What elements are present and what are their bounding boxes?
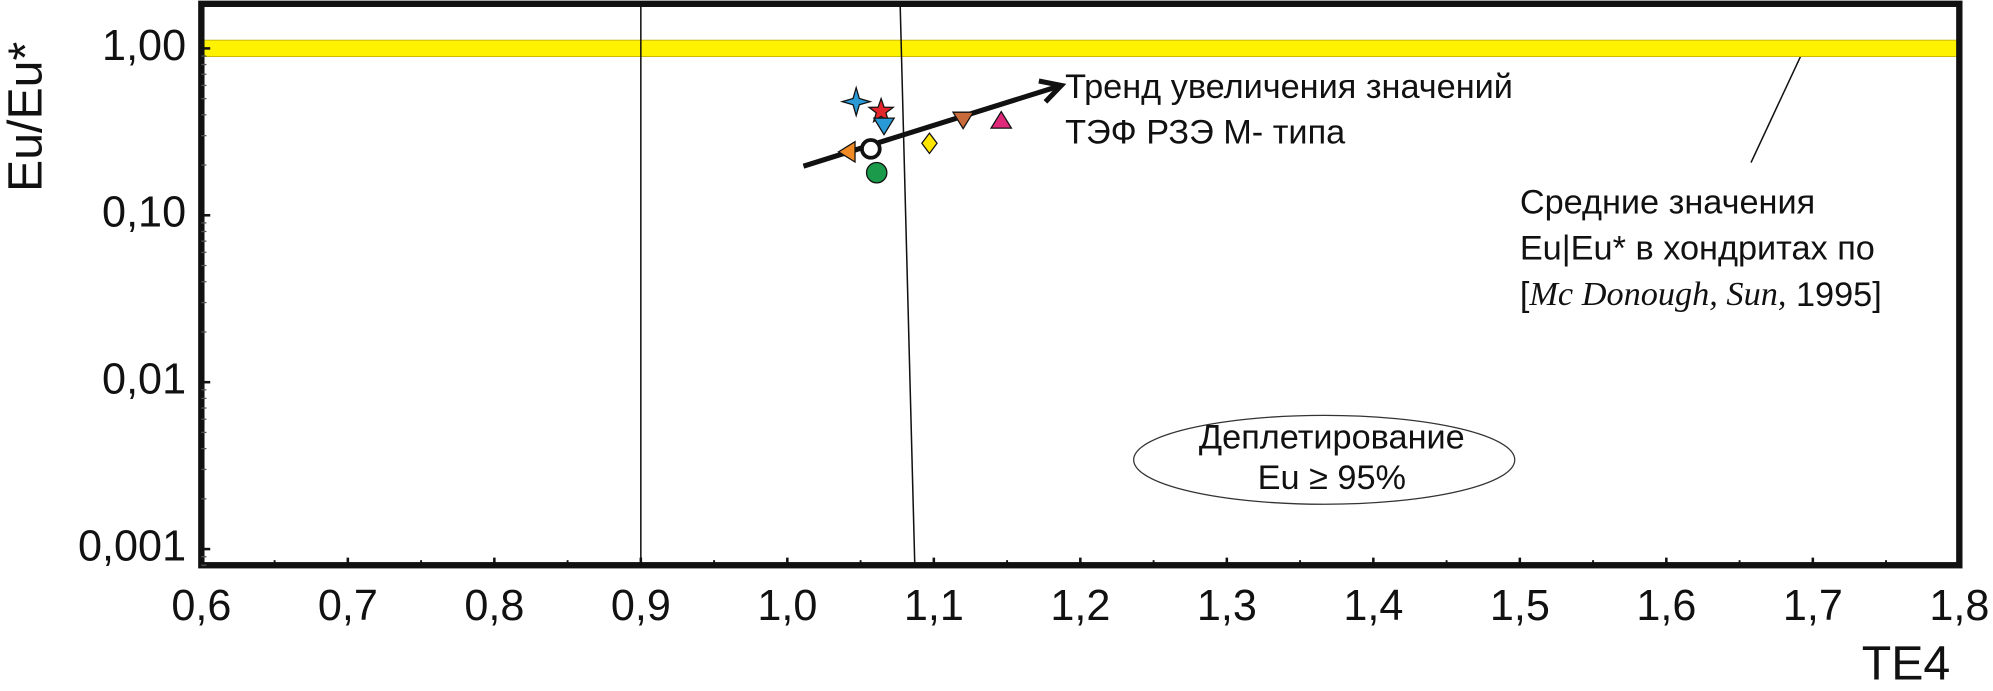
- y-tick-label: 0,01: [102, 356, 186, 404]
- x-tick-label: 0,7: [318, 582, 378, 630]
- trend-label: ТЭФ РЗЭ М- типа: [1065, 114, 1346, 152]
- x-tick-label: 0,8: [464, 582, 524, 630]
- x-tick-label: 1,0: [757, 582, 817, 630]
- data-point: [837, 140, 856, 164]
- depletion-ellipse: [1133, 414, 1516, 505]
- x-tick-label: 1,2: [1050, 582, 1110, 630]
- data-point: [867, 96, 896, 124]
- data-point: [921, 132, 938, 155]
- depletion-note: Eu ≥ 95%: [1258, 459, 1406, 497]
- boundary-line: [899, 3, 916, 566]
- x-tick-label: 1,1: [904, 582, 964, 630]
- x-tick-label: 1,3: [1197, 582, 1257, 630]
- citation-year: 1995]: [1786, 276, 1881, 314]
- data-point: [951, 111, 975, 130]
- y-tick-label: 1,00: [102, 22, 186, 70]
- data-point: [839, 85, 873, 118]
- x-tick-label: 1,7: [1783, 582, 1843, 630]
- trend-arrow-head: [1038, 78, 1067, 104]
- citation-authors: Mc Donough, Sun,: [1528, 275, 1786, 313]
- y-axis-title: Eu/Eu*: [0, 42, 52, 192]
- x-tick-label: 1,4: [1343, 582, 1403, 630]
- data-point: [865, 161, 888, 184]
- data-point: [860, 138, 882, 160]
- reference-note: Eu|Eu* в хондритах по: [1520, 229, 1875, 267]
- x-tick-label: 1,6: [1636, 582, 1696, 630]
- depletion-note: Деплетирование: [1199, 419, 1465, 457]
- data-point: [872, 117, 896, 136]
- leader-line: [1750, 47, 1806, 163]
- x-axis-title: TE4: [1862, 637, 1951, 691]
- trend-label: Тренд увеличения значений: [1065, 68, 1513, 106]
- reference-note: Средние значения: [1520, 184, 1815, 222]
- data-point: [989, 110, 1013, 129]
- citation: [Mc Donough, Sun, 1995]: [1520, 275, 1882, 314]
- x-tick-label: 1,8: [1929, 582, 1989, 630]
- citation-bracket: [: [1520, 276, 1530, 314]
- x-tick-label: 0,6: [171, 582, 231, 630]
- y-tick-label: 0,001: [78, 522, 186, 570]
- y-tick-label: 0,10: [102, 189, 186, 237]
- x-tick-label: 0,9: [611, 582, 671, 630]
- x-tick-label: 1,5: [1490, 582, 1550, 630]
